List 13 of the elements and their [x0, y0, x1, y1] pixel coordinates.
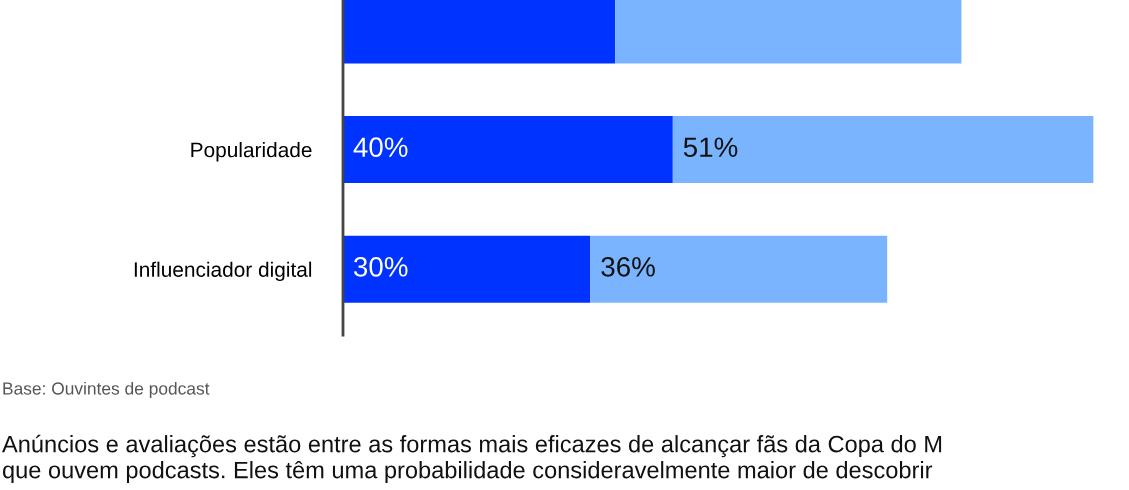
bar — [672, 116, 1094, 184]
data-label: 36% — [601, 256, 655, 277]
y-tick-label: Influenciador digital — [134, 261, 312, 282]
bar — [343, 116, 673, 184]
y-tick-label: Popularidade — [191, 142, 312, 162]
bar — [343, 235, 591, 303]
text: Anúncios e avaliações estão entre as formas mais eficazes de alcançar fãs da Copa do M — [2, 434, 942, 458]
text: Base: Ouvintes de podcast — [3, 381, 210, 399]
text: que ouvem podcasts. Eles têm uma probabilidade consideravelmente maior de descobrir — [2, 460, 933, 484]
bar — [590, 235, 888, 303]
data-label: 30% — [353, 256, 408, 277]
data-label: 40% — [353, 137, 408, 158]
data-label: 51% — [683, 137, 738, 158]
